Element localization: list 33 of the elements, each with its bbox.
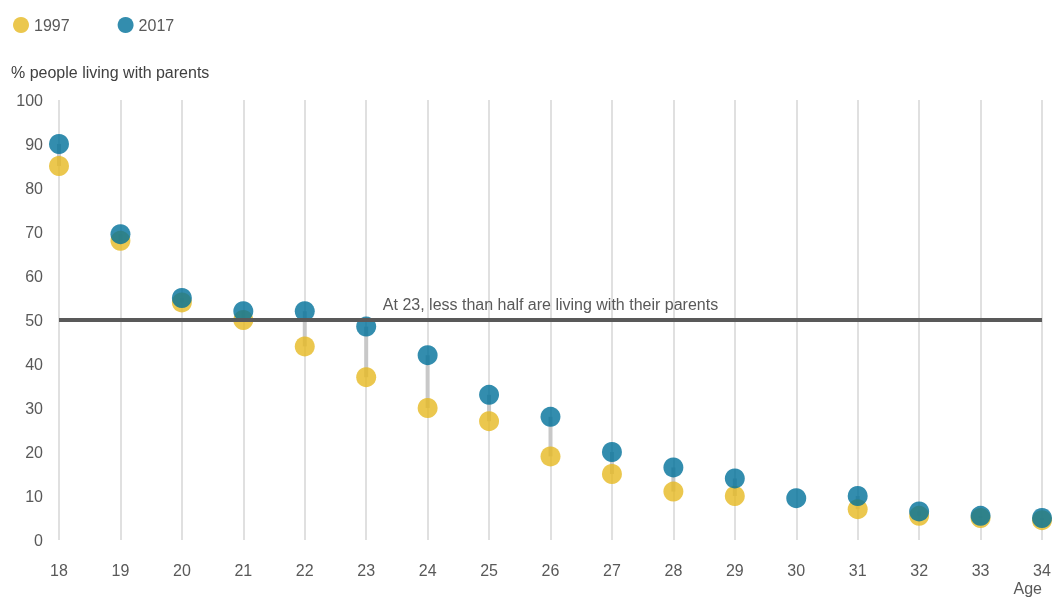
x-tick-label: 21 [234,561,253,579]
y-tick-label: 10 [25,487,44,505]
x-tick-label: 24 [418,561,437,579]
x-tick-label: 23 [357,561,376,579]
y-axis-title: % people living with parents [11,63,210,81]
y-tick-label: 40 [25,355,44,373]
x-tick-label: 29 [725,561,744,579]
x-tick-label: 26 [541,561,560,579]
x-tick-label: 19 [111,561,130,579]
x-tick-label: 33 [971,561,990,579]
y-tick-label: 70 [25,223,44,241]
y-tick-label: 80 [25,179,44,197]
y-tick-label: 0 [34,531,44,549]
x-tick-label: 31 [848,561,867,579]
ref-line-label: At 23, less than half are living with their parents [382,295,719,313]
legend-label: 2017 [138,16,175,34]
legend-label: 1997 [34,16,70,34]
x-tick-label: 34 [1033,561,1051,579]
x-tick-label: 30 [787,561,806,579]
y-tick-label: 100 [16,91,44,109]
y-tick-label: 20 [25,443,44,461]
y-tick-label: 50 [25,311,44,329]
x-tick-label: 25 [480,561,499,579]
x-tick-label: 22 [295,561,314,579]
x-tick-label: 32 [910,561,929,579]
x-tick-label: 27 [603,561,621,579]
x-tick-label: 28 [664,561,683,579]
x-tick-label: 18 [50,561,68,579]
y-tick-label: 60 [25,267,44,285]
y-tick-label: 30 [25,399,44,417]
x-tick-label: 20 [172,561,191,579]
x-axis-title: Age [1013,579,1043,597]
y-tick-label: 90 [25,135,44,153]
